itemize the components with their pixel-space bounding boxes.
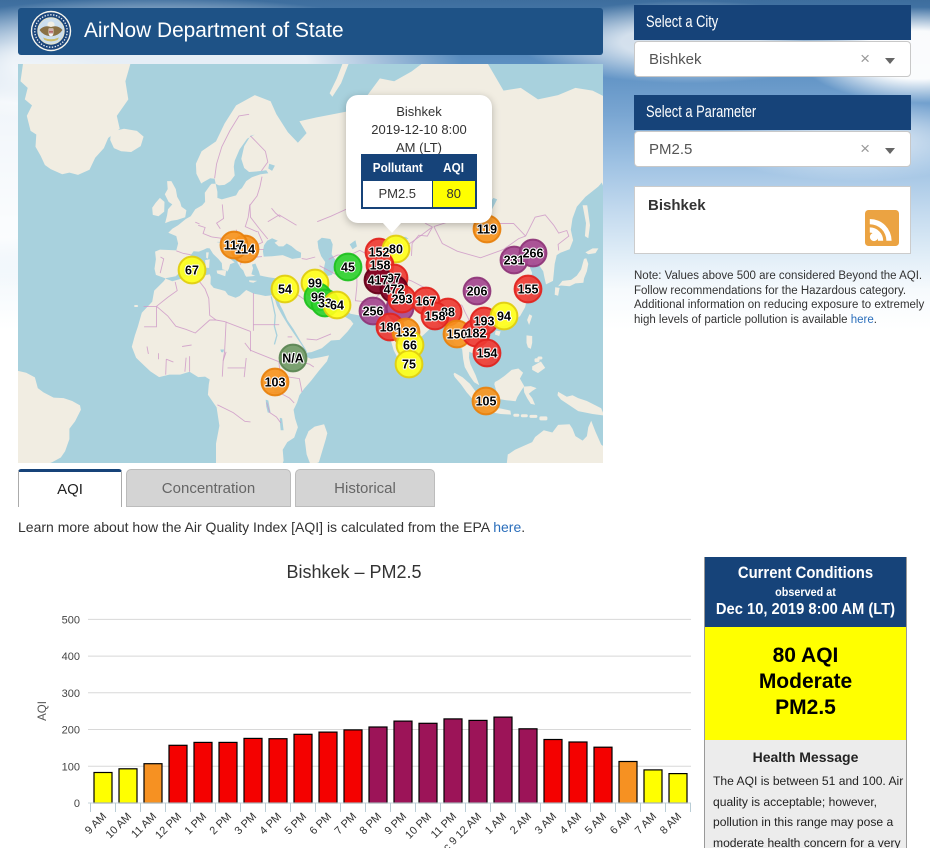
svg-text:88: 88	[441, 306, 455, 320]
svg-text:400: 400	[62, 651, 80, 663]
svg-text:66: 66	[403, 339, 417, 353]
svg-text:200: 200	[62, 725, 80, 737]
svg-text:7 AM: 7 AM	[633, 811, 659, 837]
svg-text:4 AM: 4 AM	[558, 811, 584, 837]
svg-text:182: 182	[466, 327, 487, 341]
svg-text:11 AM: 11 AM	[129, 811, 159, 841]
svg-text:150: 150	[447, 328, 468, 342]
svg-text:8 PM: 8 PM	[357, 811, 384, 838]
svg-text:Bishkek – PM2.5: Bishkek – PM2.5	[286, 562, 421, 582]
svg-text:155: 155	[518, 283, 539, 297]
svg-text:417: 417	[368, 274, 389, 288]
svg-text:105: 105	[476, 395, 497, 409]
svg-text:100: 100	[62, 761, 80, 773]
svg-text:119: 119	[477, 223, 497, 237]
svg-text:2 AM: 2 AM	[508, 811, 534, 837]
svg-text:96: 96	[311, 291, 325, 305]
svg-text:6 AM: 6 AM	[608, 811, 634, 837]
svg-text:472: 472	[384, 283, 405, 297]
svg-text:4 PM: 4 PM	[257, 811, 284, 838]
svg-text:0: 0	[74, 798, 80, 810]
svg-text:99: 99	[308, 277, 322, 291]
svg-text:94: 94	[497, 310, 511, 324]
svg-text:158: 158	[425, 310, 446, 324]
svg-text:6 PM: 6 PM	[307, 811, 334, 838]
svg-text:167: 167	[416, 295, 437, 309]
svg-text:500: 500	[62, 614, 80, 626]
svg-text:12 PM: 12 PM	[153, 811, 184, 842]
svg-text:132: 132	[396, 326, 417, 340]
svg-text:103: 103	[265, 376, 286, 390]
svg-text:45: 45	[341, 261, 355, 275]
svg-text:1 PM: 1 PM	[182, 811, 209, 838]
svg-text:2 PM: 2 PM	[207, 811, 234, 838]
svg-text:293: 293	[392, 293, 413, 307]
svg-text:67: 67	[185, 264, 199, 278]
svg-text:193: 193	[474, 315, 495, 329]
svg-text:10 AM: 10 AM	[104, 811, 135, 842]
svg-text:5 PM: 5 PM	[282, 811, 309, 838]
svg-text:154: 154	[477, 347, 498, 361]
svg-text:33: 33	[318, 297, 332, 311]
svg-text:3 AM: 3 AM	[533, 811, 559, 837]
svg-text:266: 266	[523, 247, 544, 261]
svg-text:231: 231	[504, 254, 525, 268]
svg-text:300: 300	[62, 688, 80, 700]
svg-text:117: 117	[224, 239, 244, 253]
svg-text:80: 80	[389, 243, 403, 257]
svg-text:97: 97	[387, 272, 401, 286]
svg-text:N/A: N/A	[282, 352, 304, 366]
svg-text:114: 114	[235, 243, 255, 257]
svg-text:AQI: AQI	[37, 701, 49, 721]
svg-text:10 PM: 10 PM	[403, 811, 434, 842]
svg-text:64: 64	[330, 299, 344, 313]
svg-text:206: 206	[467, 285, 488, 299]
svg-text:256: 256	[363, 305, 384, 319]
svg-text:152: 152	[369, 246, 390, 260]
svg-text:3 PM: 3 PM	[232, 811, 259, 838]
svg-text:5 AM: 5 AM	[583, 811, 609, 837]
svg-text:54: 54	[278, 283, 292, 297]
svg-text:8 AM: 8 AM	[658, 811, 684, 837]
svg-text:1 AM: 1 AM	[483, 811, 509, 837]
svg-text:7 PM: 7 PM	[332, 811, 359, 838]
svg-text:75: 75	[402, 358, 416, 372]
svg-text:180: 180	[380, 321, 401, 335]
svg-text:158: 158	[370, 259, 391, 273]
